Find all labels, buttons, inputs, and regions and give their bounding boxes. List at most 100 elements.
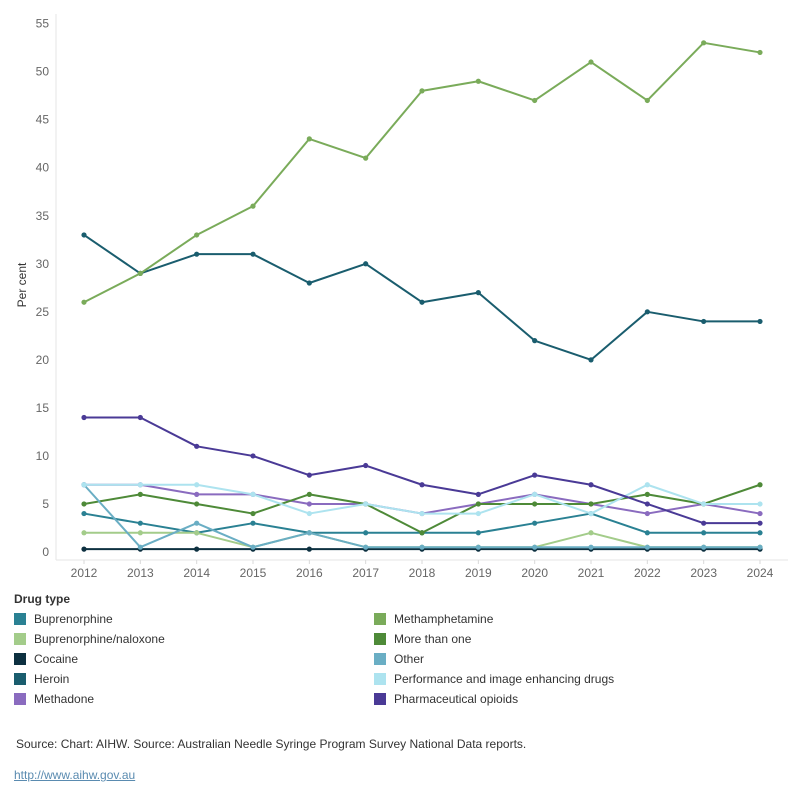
legend-swatch <box>374 673 386 685</box>
data-point-buprenorphine-naloxone <box>81 530 87 536</box>
y-tick-label: 40 <box>36 161 50 175</box>
legend-label: Performance and image enhancing drugs <box>394 672 615 686</box>
aihw-link[interactable]: http://www.aihw.gov.au <box>14 768 136 782</box>
series-line-performance-and-image-enhancing-drugs <box>84 483 760 515</box>
data-point-pharmaceutical-opioids <box>701 520 707 526</box>
legend-item-cocaine[interactable]: Cocaine <box>14 650 78 668</box>
data-point-performance-and-image-enhancing-drugs <box>701 501 707 507</box>
legend-swatch <box>374 613 386 625</box>
data-point-heroin <box>644 309 650 315</box>
line-chart: 0 5 10 15 20 25 30 35 40 45 50 55 2012 2013 2014 2015 20… <box>15 14 788 580</box>
data-point-methamphetamine <box>194 232 200 238</box>
data-point-cocaine <box>306 546 312 552</box>
legend-item-buprenorphine[interactable]: Buprenorphine <box>14 610 113 628</box>
data-point-heroin <box>588 357 594 363</box>
legend-item-methamphetamine[interactable]: Methamphetamine <box>374 610 493 628</box>
data-point-pharmaceutical-opioids <box>194 443 200 449</box>
source-note: Source: Chart: AIHW. Source: Australian … <box>16 737 527 751</box>
x-tick-label: 2014 <box>183 566 210 580</box>
data-point-methamphetamine <box>81 299 87 305</box>
data-point-methadone <box>644 510 650 517</box>
data-point-buprenorphine-naloxone <box>194 530 200 536</box>
legend-swatch <box>14 673 26 685</box>
data-point-pharmaceutical-opioids <box>81 414 87 421</box>
data-point-pharmaceutical-opioids <box>644 501 650 507</box>
data-point-methamphetamine <box>701 40 707 46</box>
legend-item-heroin[interactable]: Heroin <box>14 670 69 688</box>
data-point-more-than-one <box>306 491 312 497</box>
data-point-methamphetamine <box>644 97 650 104</box>
legend-swatch <box>374 693 386 705</box>
data-point-heroin <box>757 318 763 325</box>
data-point-performance-and-image-enhancing-drugs <box>644 482 650 488</box>
legend-label: Methamphetamine <box>394 612 494 626</box>
data-point-other <box>250 544 256 550</box>
legend-swatch <box>14 633 26 645</box>
data-point-methadone <box>757 510 763 517</box>
legend-item-performance-and-image-enhancing-drugs[interactable]: Performance and image enhancing drugs <box>374 670 614 688</box>
series-layer <box>81 40 763 552</box>
legend-label: Heroin <box>34 672 70 686</box>
data-point-performance-and-image-enhancing-drugs <box>757 501 763 507</box>
legend-label: Cocaine <box>34 652 79 666</box>
data-point-more-than-one <box>250 510 256 517</box>
x-tick-label: 2012 <box>71 566 98 580</box>
data-point-performance-and-image-enhancing-drugs <box>419 510 425 517</box>
data-point-pharmaceutical-opioids <box>137 414 143 421</box>
legend-item-more-than-one[interactable]: More than one <box>374 630 471 648</box>
x-tick-label: 2024 <box>747 566 774 580</box>
data-point-buprenorphine-naloxone <box>137 530 143 536</box>
data-point-buprenorphine <box>757 530 763 536</box>
y-axis-label: Per cent <box>15 262 29 307</box>
data-point-more-than-one <box>137 491 143 497</box>
x-tick-label: 2018 <box>409 566 436 580</box>
data-point-methamphetamine <box>250 203 256 209</box>
data-point-pharmaceutical-opioids <box>757 520 763 526</box>
data-point-other <box>701 544 707 550</box>
data-point-more-than-one <box>81 501 87 507</box>
data-point-cocaine <box>194 546 200 552</box>
data-point-buprenorphine <box>363 530 369 536</box>
data-point-methamphetamine <box>532 97 538 104</box>
axes: 0 5 10 15 20 25 30 35 40 45 50 55 2012 2013 2014 2015 20… <box>36 14 788 580</box>
data-point-heroin <box>419 299 425 305</box>
data-point-heroin <box>194 251 200 257</box>
legend-label: Other <box>394 652 425 666</box>
y-tick-label: 55 <box>36 17 50 31</box>
legend-label: Pharmaceutical opioids <box>394 692 519 706</box>
data-point-other <box>532 544 538 550</box>
data-point-other <box>194 520 200 526</box>
y-tick-label: 35 <box>36 209 50 223</box>
legend-label: Buprenorphine/naloxone <box>34 632 165 646</box>
series-pharmaceutical-opioids <box>81 414 763 526</box>
data-point-buprenorphine <box>532 520 538 526</box>
x-tick-label: 2021 <box>578 566 605 580</box>
data-point-buprenorphine <box>475 530 481 536</box>
y-tick-label: 25 <box>36 305 50 319</box>
data-point-performance-and-image-enhancing-drugs <box>306 510 312 517</box>
y-tick-label: 0 <box>42 545 49 559</box>
data-point-performance-and-image-enhancing-drugs <box>81 482 87 488</box>
data-point-heroin <box>81 232 87 238</box>
series-heroin <box>81 232 763 363</box>
data-point-more-than-one <box>475 501 481 507</box>
data-point-heroin <box>701 318 707 325</box>
data-point-pharmaceutical-opioids <box>532 472 538 478</box>
series-line-buprenorphine <box>83 512 760 534</box>
series-performance-and-image-enhancing-drugs <box>81 482 763 517</box>
data-point-methamphetamine <box>137 270 143 276</box>
data-point-more-than-one <box>419 530 425 536</box>
x-tick-label: 2022 <box>634 566 661 580</box>
data-point-performance-and-image-enhancing-drugs <box>532 491 538 497</box>
legend-item-other[interactable]: Other <box>374 650 424 668</box>
legend-swatch <box>374 653 386 665</box>
legend-swatch <box>14 653 26 665</box>
legend-item-pharmaceutical-opioids[interactable]: Pharmaceutical opioids <box>374 690 518 708</box>
data-point-methamphetamine <box>588 59 594 65</box>
data-point-other <box>363 544 369 550</box>
data-point-buprenorphine <box>250 520 256 526</box>
legend-item-buprenorphine-naloxone[interactable]: Buprenorphine/naloxone <box>14 630 165 648</box>
legend-item-methadone[interactable]: Methadone <box>14 690 94 708</box>
data-point-other <box>757 544 763 550</box>
data-point-buprenorphine <box>701 530 707 536</box>
